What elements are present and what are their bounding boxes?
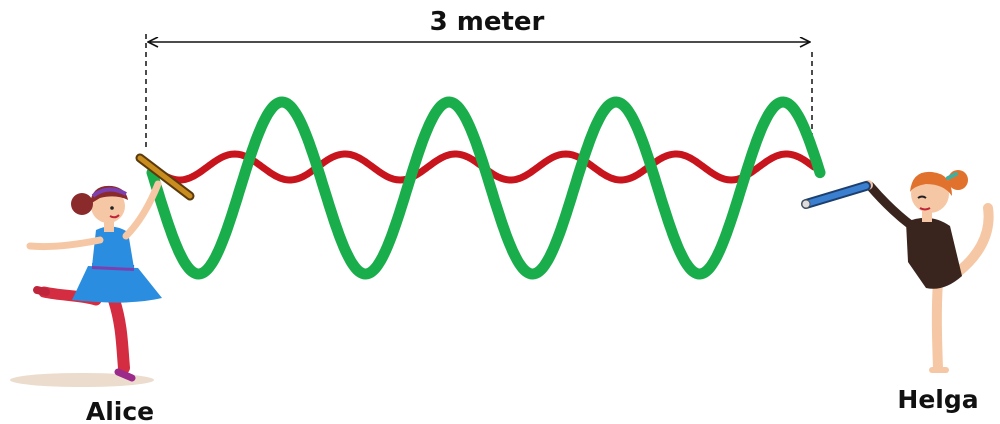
alice-figure [10, 180, 162, 387]
person-name-alice: Alice [86, 397, 154, 424]
alice-shadow [10, 373, 154, 387]
helga-figure [863, 170, 994, 373]
distance-indicator: 3 meter [145, 7, 813, 156]
ribbon-stick-right [801, 181, 871, 209]
large-amplitude-wave [146, 96, 826, 280]
person-name-helga: Helga [897, 385, 978, 414]
distance-label: 3 meter [430, 7, 545, 37]
ribbon-stick-left [135, 153, 195, 201]
